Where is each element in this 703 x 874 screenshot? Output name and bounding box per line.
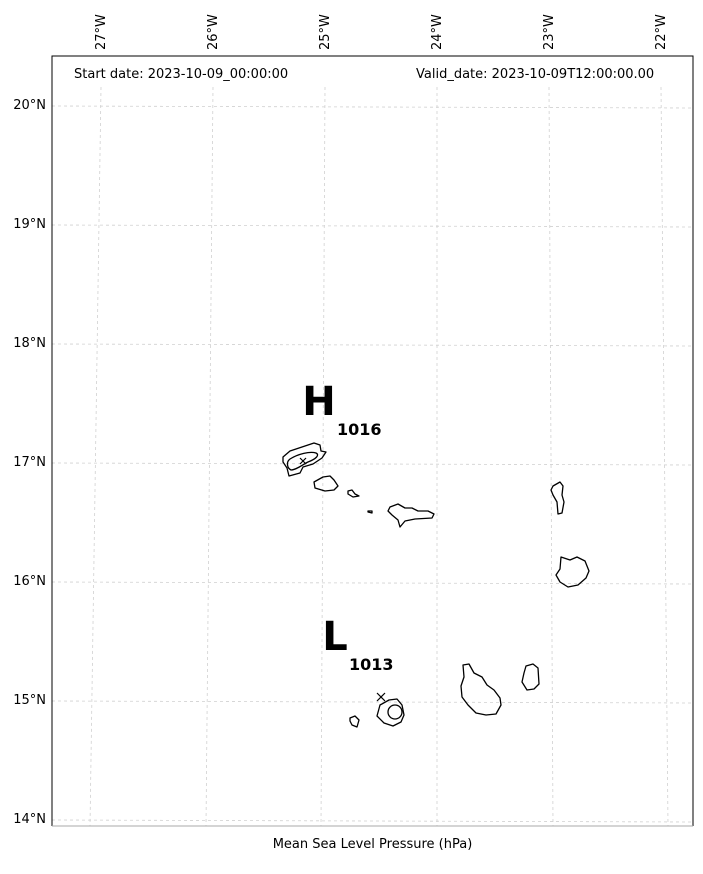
lat-label-19n: 19°N bbox=[13, 217, 46, 232]
low-center-marker bbox=[376, 692, 386, 702]
island-fogo bbox=[376, 698, 405, 727]
coastlines bbox=[282, 442, 590, 728]
gridline-17n bbox=[51, 462, 694, 466]
lat-label-20n: 20°N bbox=[13, 98, 46, 113]
island-brava bbox=[349, 715, 360, 728]
lat-label-16n: 16°N bbox=[13, 574, 46, 589]
variable-label: Mean Sea Level Pressure (hPa) bbox=[272, 837, 473, 852]
plot-frame bbox=[51, 55, 694, 826]
island-sao-nicolau bbox=[387, 503, 435, 528]
high-symbol: H bbox=[302, 379, 335, 425]
lon-label-23w: 23°W bbox=[542, 14, 557, 50]
island-boa-vista bbox=[555, 556, 590, 588]
lon-label-24w: 24°W bbox=[430, 14, 445, 50]
gridline-23w bbox=[548, 86, 554, 827]
lon-label-25w: 25°W bbox=[318, 14, 333, 50]
island-raso bbox=[367, 510, 373, 514]
start-date-label: Start date: 2023-10-09_00:00:00 bbox=[74, 67, 289, 82]
low-value: 1013 bbox=[349, 655, 394, 674]
valid-date-label: Valid_date: 2023-10-09T12:00:00.00 bbox=[416, 67, 655, 82]
island-santiago bbox=[460, 663, 502, 716]
gridline-18n bbox=[51, 343, 694, 347]
island-santa-luzia bbox=[347, 489, 360, 498]
gridline-20n bbox=[51, 105, 694, 109]
gridline-19n bbox=[51, 224, 694, 228]
low-symbol: L bbox=[322, 614, 348, 660]
gridline-14n bbox=[51, 819, 694, 823]
island-maio bbox=[521, 663, 540, 691]
gridlines bbox=[51, 86, 694, 827]
isobars bbox=[286, 451, 403, 720]
lon-label-22w: 22°W bbox=[654, 14, 669, 50]
isobar-high-ring bbox=[286, 451, 319, 471]
island-santo-antao bbox=[282, 442, 327, 477]
high-value: 1016 bbox=[337, 420, 382, 439]
lat-label-15n: 15°N bbox=[13, 693, 46, 708]
lat-label-14n: 14°N bbox=[13, 812, 46, 827]
lat-label-17n: 17°N bbox=[13, 455, 46, 470]
high-center-marker bbox=[299, 457, 307, 465]
center-markers bbox=[299, 457, 386, 702]
island-sal bbox=[550, 481, 565, 515]
gridline-15n bbox=[51, 700, 694, 704]
gridline-22w bbox=[660, 86, 669, 827]
gridline-27w bbox=[89, 86, 102, 827]
gridline-16n bbox=[51, 581, 694, 585]
island-sao-vicente bbox=[313, 475, 339, 492]
gridline-26w bbox=[205, 86, 214, 827]
lon-label-27w: 27°W bbox=[94, 14, 109, 50]
isobar-low-ring bbox=[387, 704, 403, 720]
lat-label-18n: 18°N bbox=[13, 336, 46, 351]
lon-label-26w: 26°W bbox=[206, 14, 221, 50]
